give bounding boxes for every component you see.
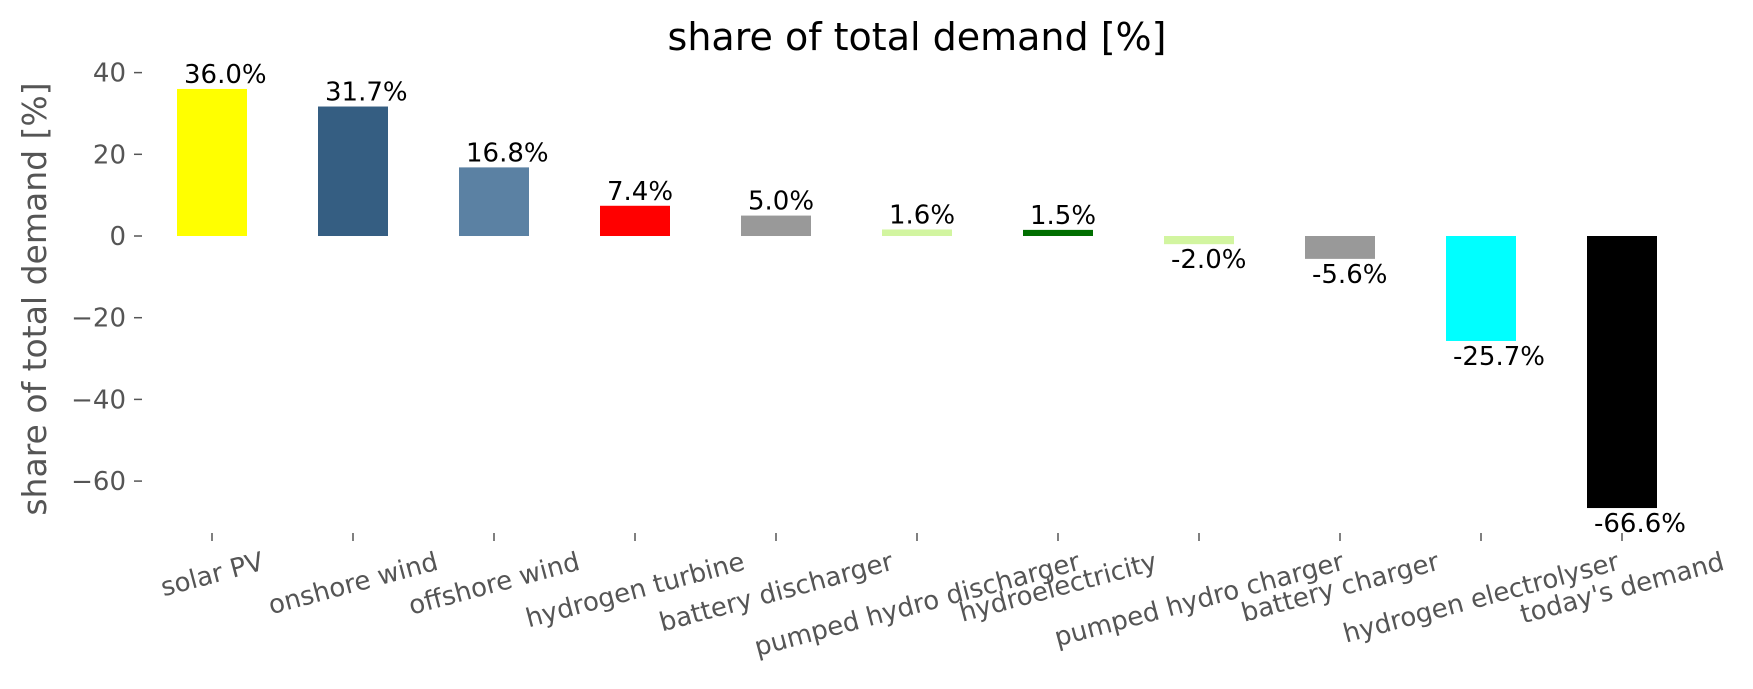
y-tick-label: 0 xyxy=(109,222,126,252)
value-label: 1.5% xyxy=(1030,201,1096,231)
value-label: 36.0% xyxy=(184,60,267,90)
value-label: 16.8% xyxy=(466,138,549,168)
value-label: -25.7% xyxy=(1453,342,1545,372)
value-label: -66.6% xyxy=(1594,509,1686,539)
bar xyxy=(459,167,529,237)
x-tick-label: solar PV xyxy=(158,547,267,603)
y-tick-label: −40 xyxy=(71,385,126,415)
chart-title: share of total demand [%] xyxy=(668,15,1167,59)
y-axis-label: share of total demand [%] xyxy=(15,82,54,515)
bar xyxy=(741,215,811,237)
bar xyxy=(600,205,670,237)
y-tick-label: 40 xyxy=(93,59,126,89)
bar xyxy=(1446,236,1516,341)
y-tick-label: −60 xyxy=(71,467,126,497)
bar xyxy=(882,229,952,237)
value-label: 31.7% xyxy=(325,78,408,108)
value-label: 1.6% xyxy=(889,200,955,230)
value-label: -5.6% xyxy=(1312,260,1387,290)
value-label: 7.4% xyxy=(607,177,673,207)
y-tick-label: 20 xyxy=(93,140,126,170)
bar xyxy=(1164,236,1234,245)
bar xyxy=(318,106,388,237)
value-label: -2.0% xyxy=(1171,245,1246,275)
bar xyxy=(1305,236,1375,259)
bar xyxy=(1023,229,1093,237)
value-label: 5.0% xyxy=(748,187,814,217)
bar xyxy=(1587,236,1657,509)
bar xyxy=(177,88,247,237)
y-tick-label: −20 xyxy=(71,304,126,334)
